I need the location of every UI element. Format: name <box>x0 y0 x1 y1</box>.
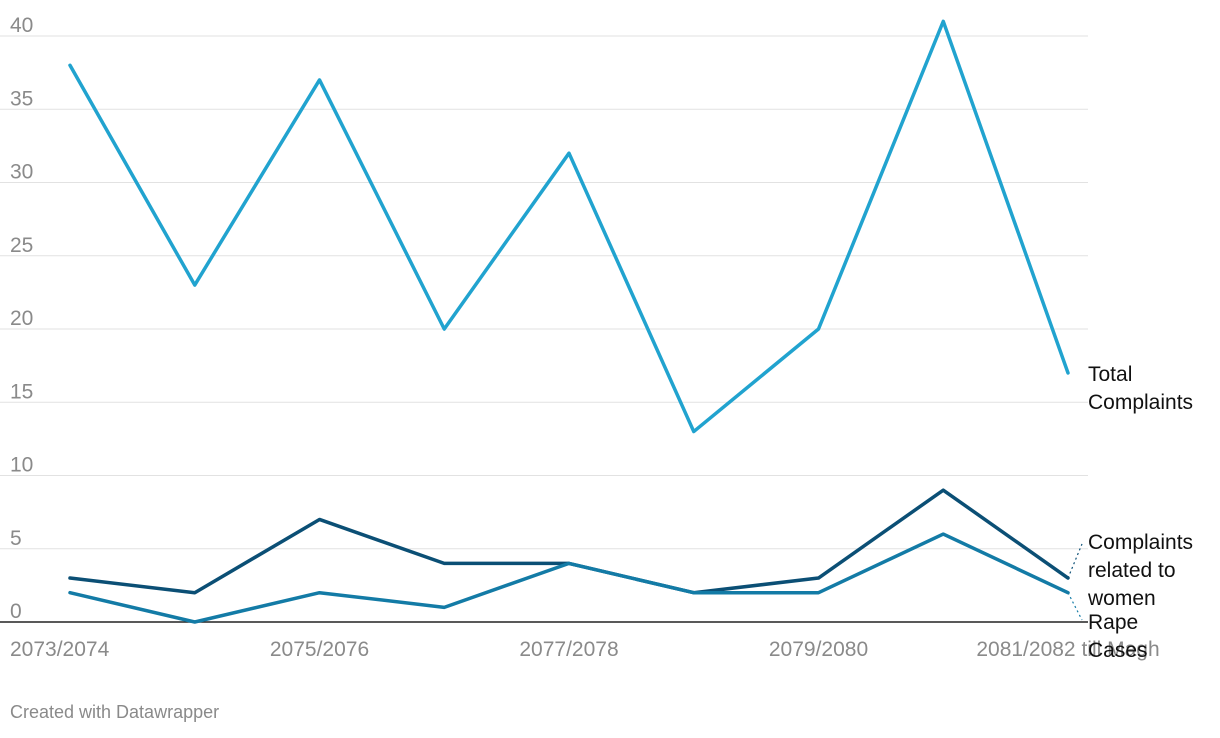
y-tick-label: 30 <box>10 161 33 184</box>
credit-text: Created with Datawrapper <box>10 702 220 722</box>
series-labels: Total Complaints Complaints related to women… <box>1067 363 1193 662</box>
x-tick-label: 2081/2082 till Magh <box>976 638 1159 661</box>
x-tick-label: 2077/2078 <box>519 638 618 661</box>
x-tick-label: 2075/2076 <box>270 638 369 661</box>
series-label: women <box>1087 587 1156 610</box>
series-label: Total <box>1088 363 1132 386</box>
y-tick-label: 25 <box>10 234 33 257</box>
y-tick-label: 15 <box>10 380 33 403</box>
series-line <box>68 488 1070 595</box>
y-tick-label: 5 <box>10 527 22 550</box>
y-tick-label: 40 <box>10 14 33 37</box>
y-axis-ticks: 0 5 10 15 20 25 30 35 40 <box>10 14 33 623</box>
series-label: Rape <box>1088 611 1138 634</box>
x-axis-ticks: 2073/2074 2075/2076 2077/2078 2079/2080 2081… <box>10 638 1160 661</box>
series-lines <box>68 19 1070 624</box>
x-tick-label: 2079/2080 <box>769 638 868 661</box>
y-tick-label: 10 <box>10 454 33 477</box>
series-label: related to <box>1088 559 1176 582</box>
y-tick-label: 20 <box>10 307 33 330</box>
label-connector <box>1067 543 1083 579</box>
series-label: Cases <box>1088 639 1148 662</box>
series-line <box>68 532 1070 624</box>
line-chart: 0 5 10 15 20 25 30 35 40 2073/2074 2075/2076 2077/… <box>0 14 1193 662</box>
gridlines <box>0 35 1088 623</box>
y-tick-label: 35 <box>10 87 33 110</box>
series-line <box>68 19 1070 434</box>
series-label: Complaints <box>1088 391 1193 414</box>
x-tick-label: 2073/2074 <box>10 638 110 661</box>
series-label: Complaints <box>1088 531 1193 554</box>
label-connector <box>1067 592 1083 621</box>
y-tick-label: 0 <box>10 600 22 623</box>
